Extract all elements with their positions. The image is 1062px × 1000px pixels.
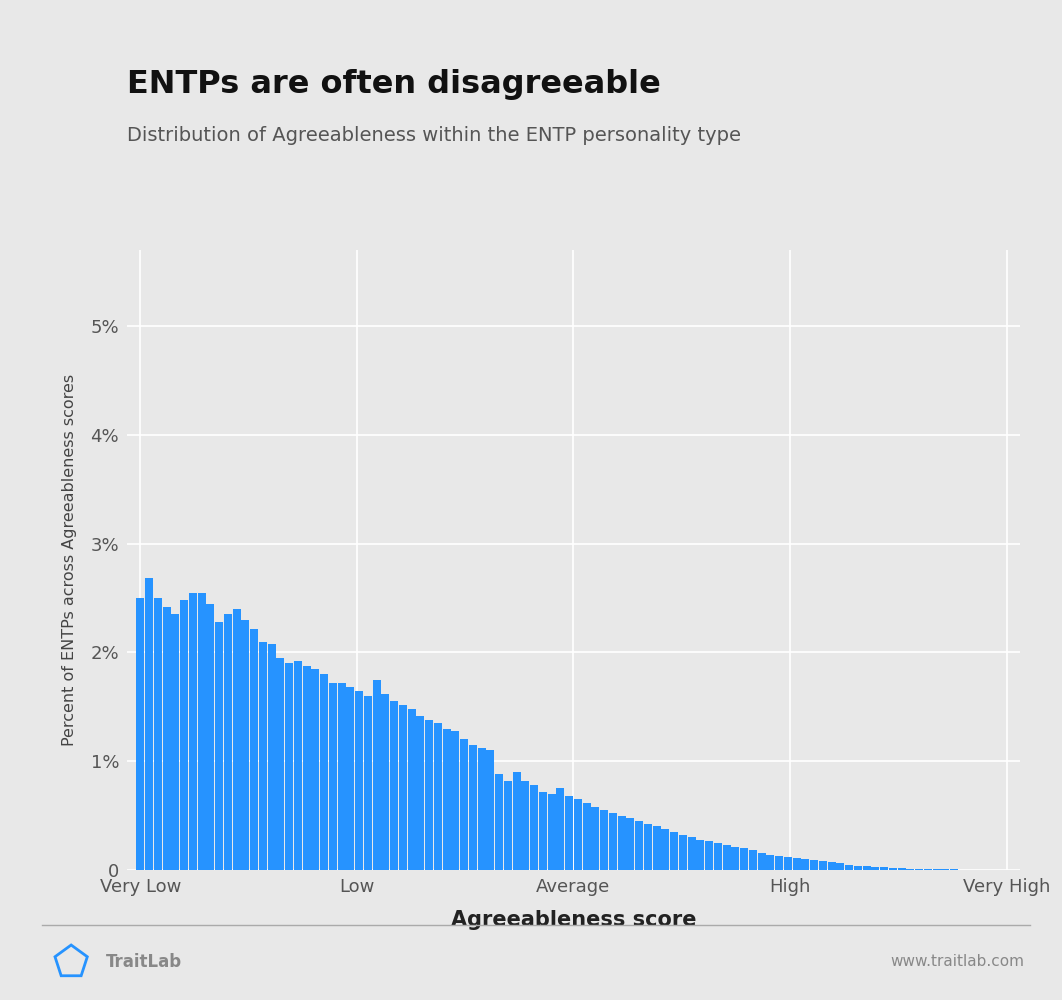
Bar <box>670 832 679 870</box>
Bar <box>932 869 941 870</box>
Bar <box>381 694 390 870</box>
Bar <box>792 858 801 870</box>
Bar <box>662 829 669 870</box>
Bar <box>757 853 766 870</box>
Bar <box>836 863 844 870</box>
Bar <box>443 729 450 870</box>
Bar <box>355 691 363 870</box>
Bar <box>320 674 328 870</box>
Bar <box>399 705 407 870</box>
Bar <box>697 840 704 870</box>
Bar <box>714 843 722 870</box>
Bar <box>845 865 853 870</box>
Bar <box>224 614 232 870</box>
Bar <box>468 745 477 870</box>
Bar <box>687 837 696 870</box>
Bar <box>171 614 179 870</box>
Text: ENTPs are often disagreeable: ENTPs are often disagreeable <box>127 69 662 100</box>
Bar <box>889 868 896 870</box>
Bar <box>346 687 355 870</box>
Text: TraitLab: TraitLab <box>106 953 183 971</box>
Bar <box>434 723 442 870</box>
Bar <box>162 607 171 870</box>
Bar <box>644 824 652 870</box>
Bar <box>767 855 774 870</box>
Bar <box>880 867 888 870</box>
Bar <box>618 816 626 870</box>
X-axis label: Agreeableness score: Agreeableness score <box>450 910 697 930</box>
Bar <box>338 683 345 870</box>
Bar <box>906 869 914 870</box>
Bar <box>216 622 223 870</box>
Bar <box>827 862 836 870</box>
Bar <box>181 600 188 870</box>
Bar <box>732 847 739 870</box>
Bar <box>303 666 311 870</box>
Bar <box>521 781 529 870</box>
Bar <box>802 859 809 870</box>
Bar <box>897 868 906 870</box>
Bar <box>478 748 485 870</box>
Bar <box>268 644 276 870</box>
Bar <box>390 701 398 870</box>
Bar <box>425 720 433 870</box>
Bar <box>154 598 162 870</box>
Bar <box>259 642 267 870</box>
Bar <box>495 774 503 870</box>
Bar <box>198 593 206 870</box>
Bar <box>819 861 827 870</box>
Text: Distribution of Agreeableness within the ENTP personality type: Distribution of Agreeableness within the… <box>127 126 741 145</box>
Bar <box>722 845 731 870</box>
Bar <box>136 598 144 870</box>
Bar <box>251 629 258 870</box>
Y-axis label: Percent of ENTPs across Agreeableness scores: Percent of ENTPs across Agreeableness sc… <box>62 374 76 746</box>
Bar <box>679 835 687 870</box>
Bar <box>206 604 215 870</box>
Bar <box>600 810 609 870</box>
Bar <box>311 669 320 870</box>
Bar <box>556 788 564 870</box>
Bar <box>565 796 573 870</box>
Bar <box>627 818 634 870</box>
Bar <box>285 663 293 870</box>
Bar <box>513 772 520 870</box>
Bar <box>784 857 792 870</box>
Bar <box>652 826 661 870</box>
Bar <box>609 813 617 870</box>
Bar <box>408 709 415 870</box>
Bar <box>915 869 923 870</box>
Bar <box>740 848 748 870</box>
Bar <box>573 799 582 870</box>
Bar <box>810 860 818 870</box>
Bar <box>241 620 250 870</box>
Bar <box>460 739 468 870</box>
Bar <box>548 794 555 870</box>
Bar <box>233 609 241 870</box>
Bar <box>189 593 196 870</box>
Bar <box>592 807 599 870</box>
Bar <box>364 696 372 870</box>
Bar <box>862 866 871 870</box>
Bar <box>854 866 862 870</box>
Bar <box>373 680 380 870</box>
Bar <box>530 785 538 870</box>
Bar <box>749 850 757 870</box>
Bar <box>486 750 495 870</box>
Bar <box>145 578 153 870</box>
Bar <box>503 781 512 870</box>
Text: www.traitlab.com: www.traitlab.com <box>891 954 1025 970</box>
Bar <box>329 683 337 870</box>
Bar <box>705 841 713 870</box>
Bar <box>538 792 547 870</box>
Bar <box>416 716 425 870</box>
Bar <box>276 658 285 870</box>
Bar <box>635 821 644 870</box>
Bar <box>451 731 460 870</box>
Bar <box>871 867 879 870</box>
Bar <box>583 803 590 870</box>
Bar <box>294 661 302 870</box>
Bar <box>924 869 931 870</box>
Bar <box>775 856 783 870</box>
